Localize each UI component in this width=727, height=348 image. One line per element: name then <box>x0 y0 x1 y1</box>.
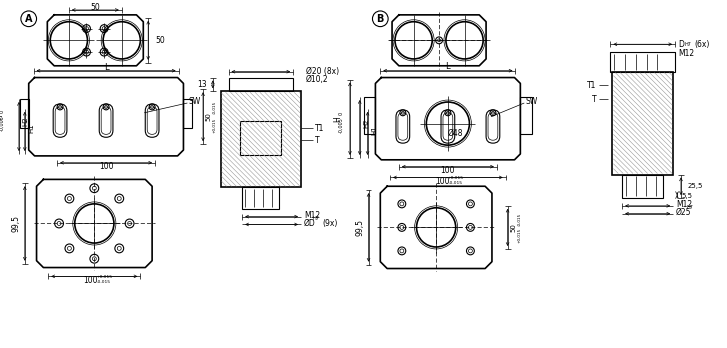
Text: T: T <box>592 95 597 104</box>
Text: SW: SW <box>188 96 201 105</box>
Text: H2: H2 <box>364 119 369 128</box>
Text: T: T <box>315 136 319 145</box>
Bar <box>183 99 192 128</box>
Text: L: L <box>446 62 450 71</box>
Text: ØD: ØD <box>304 219 316 228</box>
Bar <box>242 187 279 209</box>
Bar <box>612 72 673 174</box>
Text: Ø25: Ø25 <box>676 208 691 217</box>
Text: H: H <box>334 116 342 121</box>
Text: H7: H7 <box>685 42 692 47</box>
Text: -0,005: -0,005 <box>339 118 344 133</box>
Text: 100: 100 <box>441 166 455 175</box>
Bar <box>364 97 375 134</box>
Text: -0,005: -0,005 <box>0 116 5 132</box>
Text: 13: 13 <box>197 80 207 89</box>
Text: (6x): (6x) <box>695 40 710 49</box>
Text: (9x): (9x) <box>323 219 338 228</box>
Text: +0,015: +0,015 <box>213 118 217 133</box>
Bar <box>222 92 300 186</box>
Text: H1: H1 <box>371 126 377 135</box>
Text: +0,015: +0,015 <box>448 176 464 180</box>
Bar <box>614 73 672 174</box>
Text: D: D <box>678 40 684 49</box>
Text: 99,5: 99,5 <box>12 215 20 232</box>
Text: 25,5: 25,5 <box>688 183 703 189</box>
Bar <box>228 78 293 91</box>
Text: 0: 0 <box>339 112 344 115</box>
Text: 50: 50 <box>90 2 100 11</box>
Text: -0,015: -0,015 <box>97 280 111 284</box>
Text: Ø10,2: Ø10,2 <box>306 75 329 84</box>
Text: 50: 50 <box>206 112 212 121</box>
Text: 50: 50 <box>510 223 516 232</box>
Text: 100: 100 <box>99 162 113 171</box>
Text: B: B <box>377 14 384 24</box>
Bar <box>240 121 281 155</box>
Text: H: H <box>0 114 4 120</box>
Text: M12: M12 <box>676 200 692 209</box>
Text: -0,015: -0,015 <box>213 101 217 114</box>
Text: L: L <box>104 63 108 72</box>
Bar <box>521 97 532 134</box>
Text: M12: M12 <box>678 49 694 57</box>
Text: +0,015: +0,015 <box>518 228 521 243</box>
Text: A: A <box>25 14 33 24</box>
Text: H7: H7 <box>313 215 320 221</box>
Text: T1: T1 <box>587 81 597 90</box>
Text: +0,015: +0,015 <box>96 275 112 279</box>
Text: 5,5: 5,5 <box>681 193 692 199</box>
Text: H1: H1 <box>28 124 35 133</box>
Text: 99,5: 99,5 <box>356 219 364 236</box>
Text: H7: H7 <box>687 205 694 210</box>
Bar <box>221 91 301 187</box>
Bar <box>622 174 663 198</box>
Text: H2: H2 <box>23 117 29 126</box>
Text: T1: T1 <box>315 124 324 133</box>
Text: 50: 50 <box>155 36 165 45</box>
Bar <box>20 99 28 128</box>
Text: -0,015: -0,015 <box>449 181 463 185</box>
Text: 100: 100 <box>83 276 97 285</box>
Text: M12: M12 <box>304 211 320 220</box>
Bar <box>611 52 675 72</box>
Text: SW: SW <box>525 96 537 105</box>
Text: 100: 100 <box>435 177 449 186</box>
Text: Ø48: Ø48 <box>448 129 464 138</box>
Text: 0: 0 <box>0 110 5 113</box>
Text: -0,015: -0,015 <box>518 213 521 226</box>
Text: Ø20 (8x): Ø20 (8x) <box>306 67 339 76</box>
